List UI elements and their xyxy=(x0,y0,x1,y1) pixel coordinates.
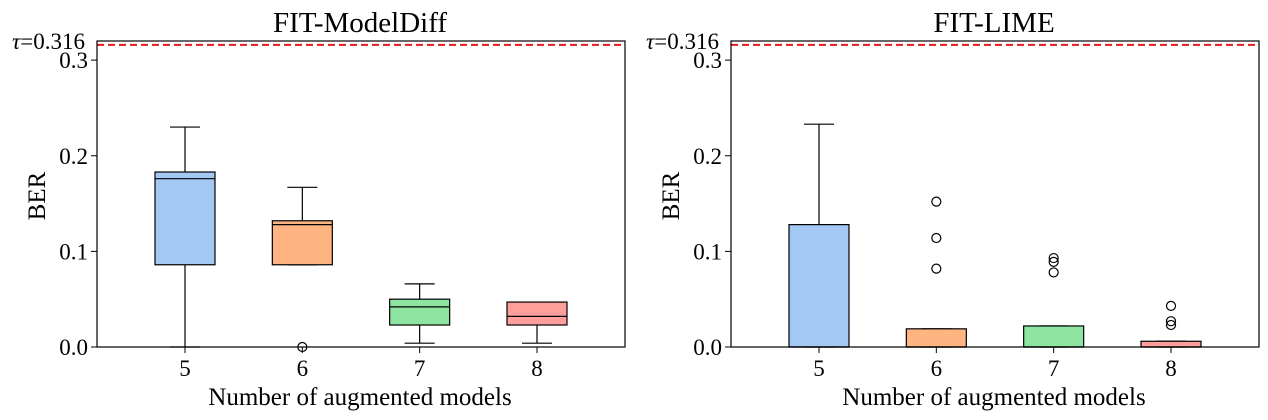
plot-frame xyxy=(96,40,626,348)
box-group-7 xyxy=(389,283,451,344)
y-tick-label: 0.2 xyxy=(693,144,722,169)
box-group-8 xyxy=(1140,300,1202,348)
y-tick-label: 0.0 xyxy=(59,335,88,360)
threshold-label: τ=0.316 xyxy=(12,29,85,54)
threshold-value: =0.316 xyxy=(654,29,719,54)
box-8 xyxy=(1140,340,1202,348)
outlier-point xyxy=(1165,316,1177,327)
box-6 xyxy=(271,220,333,266)
x-tick-label: 7 xyxy=(414,356,426,381)
x-tick-label: 6 xyxy=(297,356,309,381)
x-tick-label: 8 xyxy=(531,356,543,381)
outlier-point xyxy=(931,232,942,244)
box-group-5 xyxy=(788,123,850,348)
box-group-6 xyxy=(271,186,333,353)
box-8 xyxy=(506,301,568,326)
threshold-label: τ=0.316 xyxy=(646,29,719,54)
box-6 xyxy=(905,328,967,348)
x-tick-label: 5 xyxy=(179,356,191,381)
y-tick-label: 0.3 xyxy=(693,48,722,73)
x-tick-label: 7 xyxy=(1048,356,1060,381)
threshold-symbol: τ xyxy=(12,29,21,54)
outlier-point xyxy=(1048,267,1059,278)
outlier-point xyxy=(1048,252,1059,264)
x-tick-label: 6 xyxy=(931,356,943,381)
y-tick-label: 0.1 xyxy=(693,239,722,264)
outlier-point xyxy=(1165,319,1177,331)
chart-panel-lime: FIT-LIME BER Number of augmented models … xyxy=(646,7,1260,411)
threshold-symbol: τ xyxy=(646,29,655,54)
x-axis-label: Number of augmented models xyxy=(842,384,1145,411)
box-group-5 xyxy=(154,126,216,348)
outlier-point xyxy=(931,263,942,274)
x-axis-label: Number of augmented models xyxy=(208,384,511,411)
box-group-6 xyxy=(905,196,967,348)
y-tick-label: 0.1 xyxy=(59,239,88,264)
box-7 xyxy=(1023,325,1085,348)
box-5 xyxy=(788,224,850,348)
box-5 xyxy=(154,171,216,266)
box-group-8 xyxy=(506,301,568,344)
outlier-point xyxy=(1165,300,1177,311)
y-axis-label: BER xyxy=(24,171,51,220)
threshold-value: =0.316 xyxy=(20,29,85,54)
plot-area: 0.0 0.1 0.2 0.3 5 6 7 8 xyxy=(693,43,1259,381)
y-tick-label: 0.0 xyxy=(693,335,722,360)
y-axis-label: BER xyxy=(658,171,685,220)
chart-title: FIT-ModelDiff xyxy=(273,7,447,39)
x-tick-label: 8 xyxy=(1165,356,1177,381)
outlier-point xyxy=(1048,256,1059,267)
y-tick-label: 0.2 xyxy=(59,144,88,169)
box-7 xyxy=(389,298,451,326)
chart-panel-modeldiff: FIT-ModelDiff BER Number of augmented mo… xyxy=(12,7,626,411)
outlier-point xyxy=(931,196,942,207)
box-group-7 xyxy=(1023,252,1085,348)
chart-title: FIT-LIME xyxy=(933,7,1054,39)
plot-area: 0.0 0.1 0.2 0.3 5 6 7 8 xyxy=(59,43,625,381)
y-tick-label: 0.3 xyxy=(59,48,88,73)
x-tick-label: 5 xyxy=(813,356,825,381)
plot-frame xyxy=(730,40,1260,348)
